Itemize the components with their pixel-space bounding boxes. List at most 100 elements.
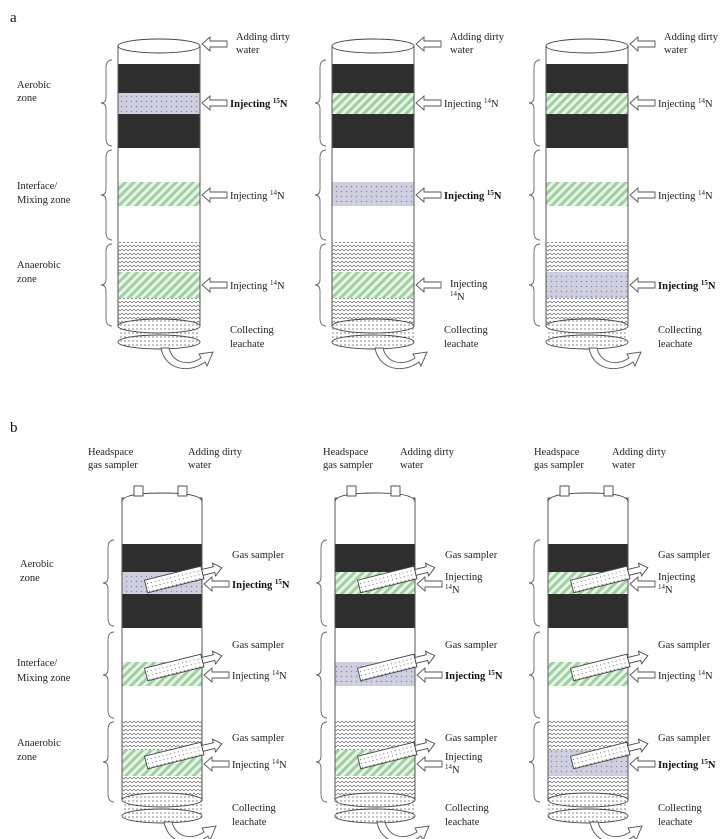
injection-verb: Injecting (658, 99, 698, 110)
adding-water-label: water (188, 460, 212, 471)
sampler-outlet-arrow (414, 650, 436, 665)
gas-sampler-tube (144, 650, 223, 682)
injection-arrow (416, 667, 443, 683)
gas-sampler-tube (570, 650, 649, 682)
water-inlet-port (390, 485, 401, 497)
column-layer-dark (118, 114, 200, 148)
leachate-outflow-arrow (163, 821, 217, 839)
injection-arrow (416, 756, 443, 772)
injection-label: Injecting 14N (232, 758, 287, 771)
injection-label: Injecting 15N (230, 97, 288, 110)
zone-brace (102, 539, 115, 627)
leachate-outflow-arrow (374, 347, 428, 370)
column-layer-dark (332, 64, 414, 93)
zone-brace (314, 59, 327, 147)
sampler-outlet-arrow (201, 738, 223, 753)
column-layer-dark (546, 114, 628, 148)
column-layer-n14 (546, 93, 628, 114)
collecting-leachate-label: leachate (444, 339, 479, 350)
isotope-mass: 14 (698, 97, 706, 105)
column-layer-white (335, 686, 415, 720)
injection-label-isotope: 14N (450, 290, 465, 303)
adding-water-arrow (629, 36, 656, 52)
injection-label: Injecting 14N (658, 97, 713, 110)
injection-arrow (201, 277, 228, 293)
injection-arrow (416, 576, 443, 592)
collecting-leachate-label: Collecting (658, 803, 702, 814)
isotope-element: N (495, 671, 503, 682)
gas-sampler-label: Gas sampler (232, 550, 285, 561)
isotope-element: N (452, 585, 460, 596)
column-layer-white (118, 148, 200, 182)
column-layer-n15 (332, 182, 414, 206)
injection-label: Injecting 14N (444, 97, 499, 110)
isotope-mass: 15 (701, 279, 709, 287)
isotope-element: N (708, 760, 716, 771)
injection-arrow (629, 277, 656, 293)
zone-brace (100, 149, 113, 241)
injection-label: Injecting 14N (230, 189, 285, 202)
gas-sampler-tube (357, 562, 436, 594)
adding-water-label: water (400, 460, 424, 471)
zone-brace (528, 243, 541, 327)
zone-brace (100, 59, 113, 147)
column-layer-white (118, 206, 200, 242)
zone-label-anaerobic: zone (17, 752, 37, 763)
zone-label-interface: Interface/ (17, 181, 57, 192)
injection-arrow (415, 95, 442, 111)
isotope-element: N (280, 99, 288, 110)
adding-water-label: Adding dirty (612, 447, 667, 458)
zone-brace (528, 539, 541, 627)
column-layer-dark (122, 544, 202, 572)
zone-brace (528, 149, 541, 241)
sampler-outlet-arrow (414, 738, 436, 753)
adding-water-arrow (201, 36, 228, 52)
injection-label: Injecting 15N (445, 669, 503, 682)
zone-brace (528, 59, 541, 147)
column-layer-white (546, 206, 628, 242)
injection-verb: Injecting (444, 99, 484, 110)
leachate-collector-base (547, 808, 629, 824)
gas-sampler-tube (144, 562, 223, 594)
isotope-element: N (491, 99, 499, 110)
sampler-outlet-arrow (201, 650, 223, 665)
injection-verb: Injecting (232, 760, 272, 771)
column-layer-dark (122, 594, 202, 628)
column-layer-n14 (546, 182, 628, 206)
isotope-mass: 15 (487, 189, 495, 197)
column-layer-zig (118, 242, 200, 272)
injection-verb: Injecting (658, 671, 698, 682)
injection-verb: Injecting (230, 281, 270, 292)
collecting-leachate-label: Collecting (230, 325, 274, 336)
isotope-mass: 14 (658, 583, 666, 591)
zone-brace (528, 631, 541, 719)
collecting-leachate-label: leachate (658, 339, 693, 350)
column-layer-white (548, 628, 628, 662)
injection-verb: Injecting (658, 760, 701, 771)
column-layer-n14 (118, 272, 200, 298)
leachate-collector-base (331, 334, 415, 350)
collecting-leachate-label: Collecting (232, 803, 276, 814)
leachate-collector-top (334, 792, 416, 808)
column-layer-zig (332, 242, 414, 272)
column-top-cap (117, 38, 201, 54)
injection-arrow (629, 667, 656, 683)
injection-label-verb: Injecting (450, 279, 488, 290)
adding-water-label: Adding dirty (450, 32, 505, 43)
sampler-outlet-arrow (627, 650, 649, 665)
collecting-leachate-label: Collecting (658, 325, 702, 336)
injection-arrow (201, 187, 228, 203)
sampler-outlet-arrow (201, 562, 223, 577)
isotope-mass: 14 (484, 97, 492, 105)
column-layer-white (335, 628, 415, 662)
injection-verb: Injecting (230, 191, 270, 202)
isotope-mass: 15 (275, 578, 283, 586)
column-layer-white (548, 686, 628, 720)
isotope-mass: 14 (445, 583, 453, 591)
isotope-element: N (279, 760, 287, 771)
panel-label-b: b (10, 420, 18, 436)
column-layer-white (122, 686, 202, 720)
column-layer-n14 (332, 93, 414, 114)
column-layer-dark (546, 64, 628, 93)
